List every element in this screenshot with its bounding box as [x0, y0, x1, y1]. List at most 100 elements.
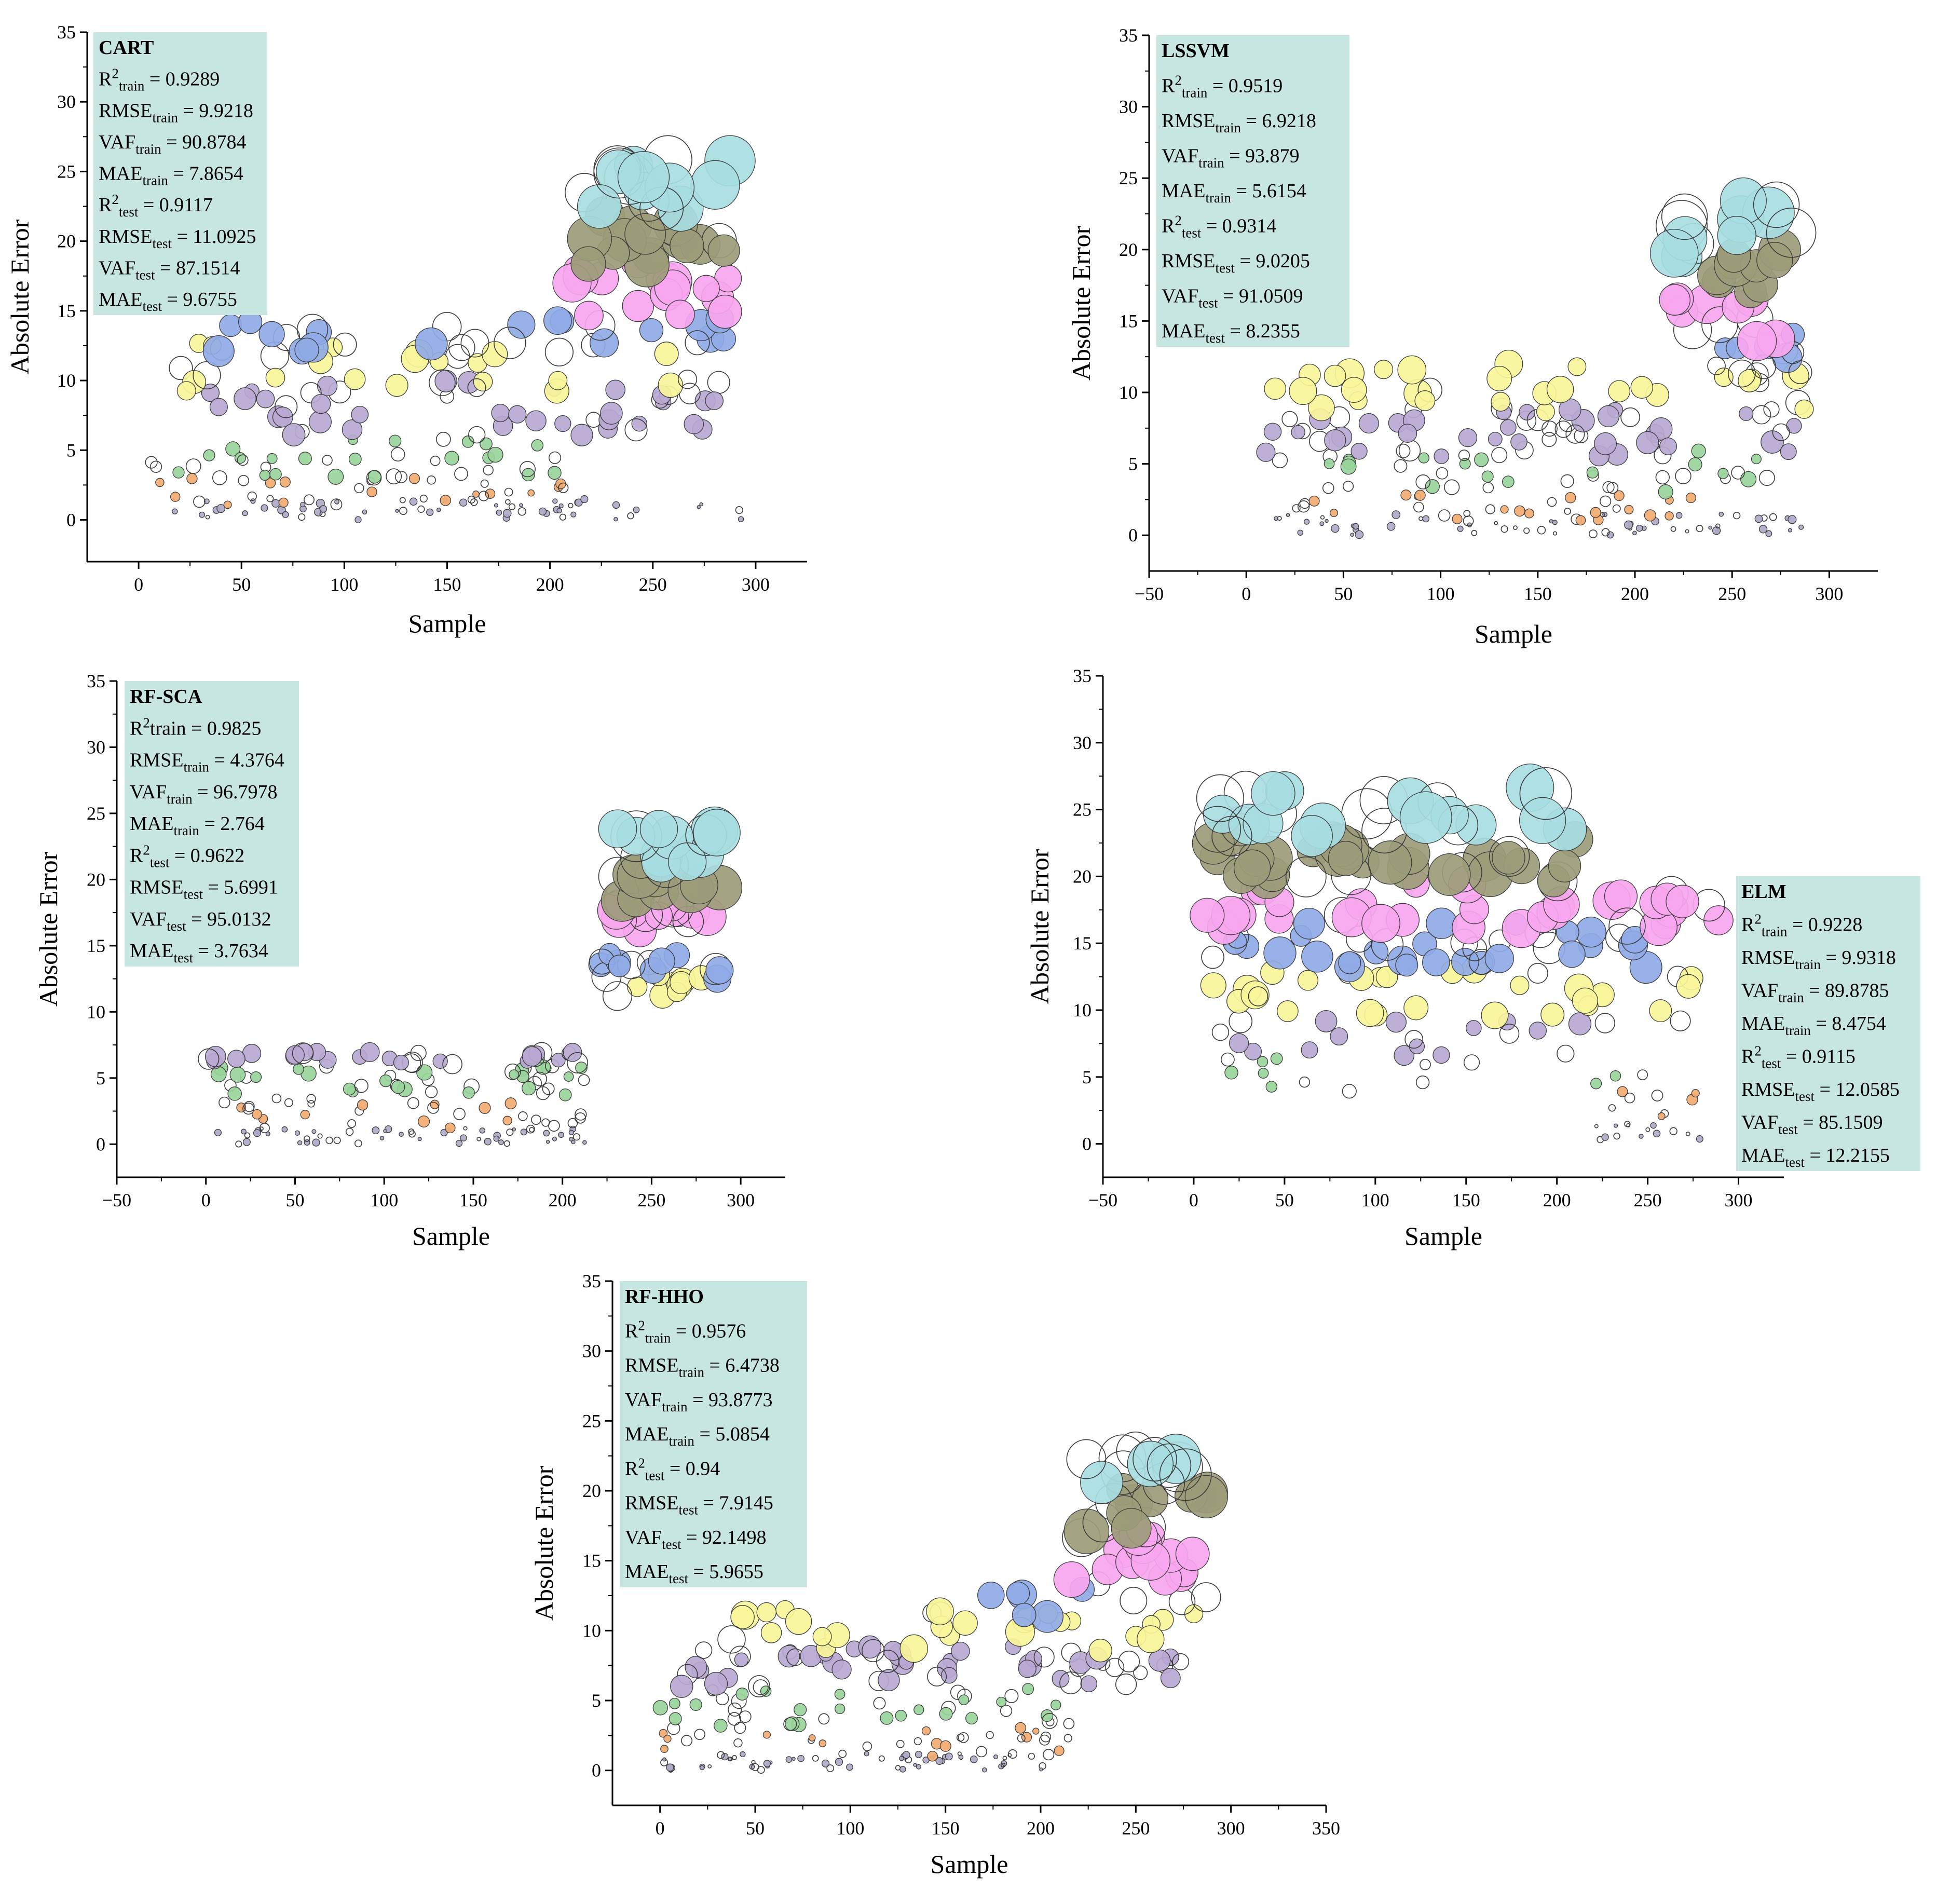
- bubble-point: [472, 491, 480, 498]
- bubble-point: [227, 1050, 245, 1068]
- bubble-point: [278, 497, 289, 508]
- stats-box: [125, 681, 299, 967]
- bubble-point: [1685, 529, 1689, 534]
- bubble-point: [1780, 443, 1797, 460]
- bubble-point: [445, 1122, 456, 1134]
- bubble-point: [705, 391, 724, 410]
- bubble-point: [478, 491, 489, 501]
- bubble-point: [777, 1645, 800, 1668]
- bubble-point: [631, 415, 648, 432]
- bubble-point: [269, 468, 282, 481]
- y-tick-label: 25: [582, 1410, 601, 1431]
- model-title: ELM: [1741, 881, 1786, 903]
- x-tick-label: 250: [1634, 1190, 1662, 1211]
- bubble-point: [729, 1645, 751, 1667]
- bubble-point: [1712, 526, 1721, 535]
- bubble-point: [512, 1127, 516, 1132]
- bubble-point: [1438, 509, 1451, 522]
- bubble-point: [662, 1757, 666, 1762]
- x-tick-label: −50: [102, 1190, 131, 1211]
- bubble-point: [491, 403, 510, 423]
- bubble-point: [945, 1752, 953, 1761]
- bubble-point: [1043, 1749, 1055, 1761]
- bubble-point: [1051, 1699, 1061, 1710]
- bubble-point: [1601, 1133, 1609, 1141]
- bubble-point: [1649, 228, 1699, 278]
- bubble-point: [600, 402, 623, 425]
- bubble-point: [360, 1042, 380, 1062]
- bubble-point: [939, 1707, 953, 1721]
- bubble-point: [1338, 951, 1361, 974]
- bubble-point: [1609, 1070, 1621, 1082]
- bubble-point: [176, 381, 196, 401]
- bubble-point: [899, 1756, 905, 1761]
- bubble-point: [1240, 980, 1270, 1010]
- bubble-point: [670, 1675, 693, 1698]
- bubble-point: [343, 1082, 356, 1096]
- y-tick-label: 0: [592, 1760, 601, 1781]
- stat-line: R2train = 0.9825: [130, 715, 261, 739]
- stat-line: MAEtrain = 5.6154: [1162, 180, 1306, 206]
- bubble-point: [1394, 459, 1408, 473]
- y-tick-label: 25: [1073, 799, 1092, 820]
- bubble-point: [1701, 306, 1738, 343]
- y-tick-label: 5: [96, 1068, 105, 1089]
- y-axis-title: Absolute Error: [1025, 849, 1054, 1004]
- bubble-point: [527, 489, 535, 497]
- bubble-point: [279, 477, 291, 488]
- bubble-point: [454, 467, 468, 481]
- bubble-point: [354, 1079, 369, 1093]
- bubble-point: [483, 465, 494, 475]
- bubble-point: [482, 341, 508, 368]
- stat-line: VAFtrain = 93.8773: [625, 1389, 773, 1415]
- bubble-layer: [1256, 177, 1817, 539]
- bubble-point: [913, 1737, 922, 1746]
- x-tick-label: 0: [656, 1818, 665, 1839]
- bubble-point: [1018, 1660, 1036, 1678]
- bubble-point: [624, 418, 648, 442]
- x-tick-label: 50: [1334, 583, 1353, 604]
- bubble-point: [354, 1139, 362, 1148]
- bubble-point: [1160, 1668, 1181, 1689]
- bubble-point: [494, 327, 526, 359]
- bubble-point: [1594, 1124, 1599, 1128]
- bubble-point: [1111, 1508, 1152, 1549]
- bubble-point: [665, 300, 695, 330]
- bubble-point: [878, 1669, 900, 1692]
- bubble-point: [1301, 1041, 1318, 1059]
- bubble-point: [1635, 524, 1643, 532]
- bubble-point: [578, 1074, 590, 1086]
- bubble-point: [227, 1086, 242, 1101]
- bubble-point: [556, 508, 562, 513]
- bubble-point: [1340, 458, 1357, 475]
- bubble-point: [1368, 840, 1412, 885]
- bubble-point: [531, 1114, 541, 1125]
- bubble-point: [1575, 916, 1606, 948]
- bubble-point: [1612, 504, 1621, 513]
- bubble-point: [199, 511, 206, 518]
- bubble-point: [408, 473, 420, 484]
- bubble-point: [1691, 443, 1706, 458]
- bubble-point: [244, 1132, 251, 1139]
- bubble-point: [416, 1064, 433, 1081]
- bubble-point: [1649, 999, 1672, 1023]
- bubble-point: [354, 516, 362, 523]
- stat-line: VAFtrain = 93.879: [1162, 145, 1300, 171]
- bubble-point: [1324, 429, 1346, 452]
- bubble-point: [462, 1086, 475, 1099]
- bubble-point: [921, 1726, 931, 1736]
- bubble-point: [783, 1717, 797, 1731]
- bubble-point: [831, 1660, 852, 1680]
- chart-panel-rf-sca: 0 5 10 15 20 25 30 35 −50 0 50 100 150 200 250 300 Sampl…: [34, 671, 785, 1250]
- bubble-point: [1224, 1066, 1238, 1080]
- bubble-point: [1343, 481, 1354, 492]
- bubble-point: [427, 1101, 440, 1114]
- bubble-point: [697, 505, 701, 509]
- bubble-point: [1008, 1749, 1018, 1759]
- bubble-point: [212, 470, 227, 485]
- bubble-point: [707, 1764, 712, 1769]
- bubble-point: [394, 470, 407, 483]
- stat-line: VAFtest = 85.1509: [1741, 1112, 1883, 1137]
- bubble-point: [707, 371, 730, 394]
- bubble-point: [575, 1108, 587, 1121]
